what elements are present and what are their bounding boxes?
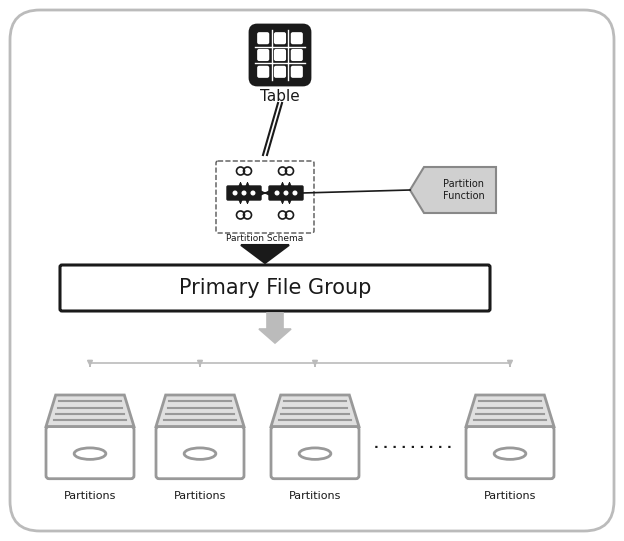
FancyBboxPatch shape	[257, 66, 269, 78]
Polygon shape	[410, 167, 496, 213]
Polygon shape	[241, 245, 289, 263]
FancyBboxPatch shape	[10, 10, 614, 531]
Polygon shape	[259, 313, 291, 343]
Text: Table: Table	[260, 89, 300, 104]
Text: . . . . . . . . .: . . . . . . . . .	[374, 439, 451, 452]
Text: Partition Schema: Partition Schema	[227, 234, 304, 243]
Circle shape	[293, 191, 297, 195]
FancyBboxPatch shape	[291, 49, 303, 61]
Text: Partitions: Partitions	[174, 491, 226, 501]
FancyBboxPatch shape	[269, 186, 303, 200]
Text: Partition
Function: Partition Function	[443, 179, 485, 201]
FancyBboxPatch shape	[274, 49, 286, 61]
Ellipse shape	[74, 448, 106, 459]
FancyBboxPatch shape	[466, 426, 554, 479]
Circle shape	[233, 191, 237, 195]
FancyBboxPatch shape	[257, 49, 269, 61]
FancyBboxPatch shape	[156, 426, 244, 479]
Text: Partitions: Partitions	[64, 491, 116, 501]
FancyBboxPatch shape	[271, 426, 359, 479]
Polygon shape	[466, 395, 554, 426]
FancyBboxPatch shape	[250, 25, 310, 85]
Circle shape	[284, 191, 288, 195]
Text: Partitions: Partitions	[289, 491, 341, 501]
Circle shape	[251, 191, 255, 195]
Text: Partitions: Partitions	[484, 491, 536, 501]
Circle shape	[242, 191, 246, 195]
Polygon shape	[46, 395, 134, 426]
Ellipse shape	[494, 448, 526, 459]
FancyBboxPatch shape	[291, 32, 303, 44]
FancyBboxPatch shape	[60, 265, 490, 311]
Polygon shape	[271, 395, 359, 426]
Ellipse shape	[299, 448, 331, 459]
FancyBboxPatch shape	[46, 426, 134, 479]
FancyBboxPatch shape	[227, 186, 261, 200]
FancyBboxPatch shape	[274, 66, 286, 78]
Circle shape	[275, 191, 279, 195]
FancyBboxPatch shape	[291, 66, 303, 78]
FancyBboxPatch shape	[274, 32, 286, 44]
Polygon shape	[156, 395, 244, 426]
Text: Primary File Group: Primary File Group	[179, 278, 371, 298]
FancyBboxPatch shape	[257, 32, 269, 44]
Ellipse shape	[184, 448, 216, 459]
